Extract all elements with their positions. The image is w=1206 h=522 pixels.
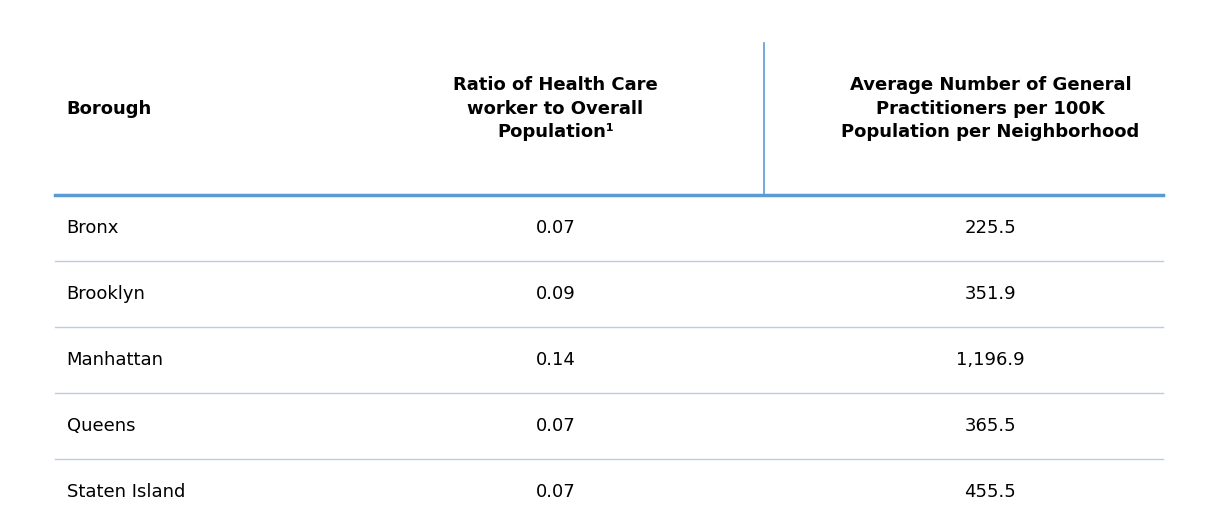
Text: Borough: Borough [66,100,152,117]
Text: Staten Island: Staten Island [66,483,185,501]
Text: 0.07: 0.07 [535,219,575,237]
Text: 455.5: 455.5 [965,483,1017,501]
Text: 0.07: 0.07 [535,483,575,501]
Text: 225.5: 225.5 [965,219,1017,237]
Text: 365.5: 365.5 [965,417,1017,435]
Text: 1,196.9: 1,196.9 [956,351,1025,369]
Text: Ratio of Health Care
worker to Overall
Population¹: Ratio of Health Care worker to Overall P… [453,76,657,141]
Text: Bronx: Bronx [66,219,119,237]
Text: Average Number of General
Practitioners per 100K
Population per Neighborhood: Average Number of General Practitioners … [842,76,1140,141]
Text: Brooklyn: Brooklyn [66,285,146,303]
Text: 0.09: 0.09 [535,285,575,303]
Text: 0.14: 0.14 [535,351,575,369]
Text: 351.9: 351.9 [965,285,1017,303]
Text: Queens: Queens [66,417,135,435]
Text: Manhattan: Manhattan [66,351,164,369]
Text: 0.07: 0.07 [535,417,575,435]
